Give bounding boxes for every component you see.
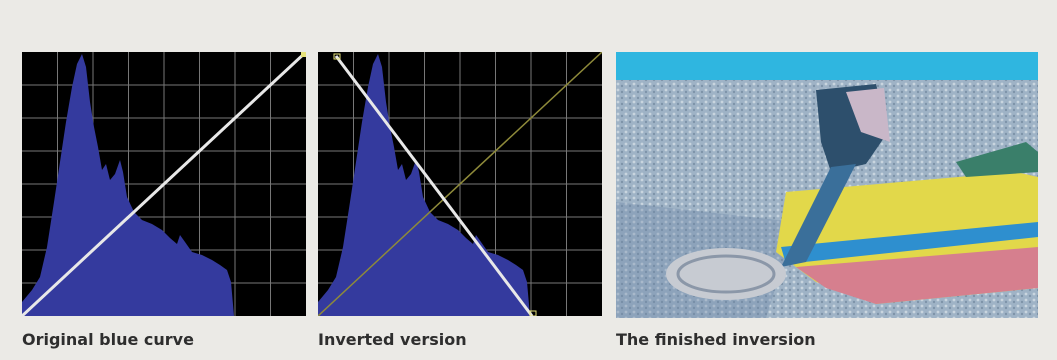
curve-line (22, 52, 306, 316)
curve-handle (529, 310, 537, 316)
diagonal-reference (318, 52, 602, 316)
curve-panel-original (22, 52, 306, 316)
curve-handle (333, 53, 341, 60)
photo (616, 52, 1038, 318)
caption: Original blue curve (22, 330, 194, 349)
caption: The finished inversion (616, 330, 816, 349)
curve-panel-inverted (318, 52, 602, 316)
curve-line (334, 55, 534, 316)
caption: Inverted version (318, 330, 467, 349)
curve-handle (301, 52, 306, 57)
